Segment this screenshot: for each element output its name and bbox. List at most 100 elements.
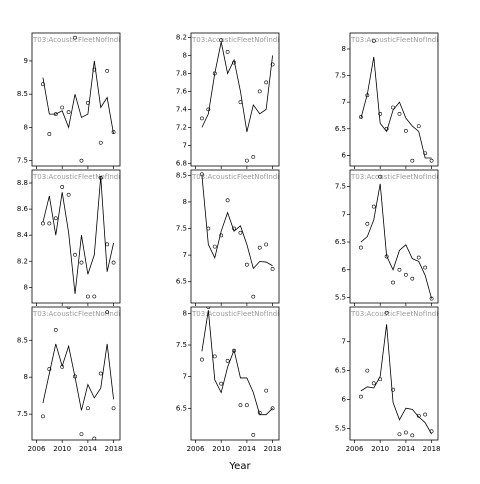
y-tick-label: 7 <box>183 251 187 259</box>
point <box>429 158 434 163</box>
point <box>212 354 217 359</box>
point <box>105 69 110 73</box>
point <box>206 107 211 112</box>
plot-area: T03:AcousticFleetNofIndiv <box>32 35 124 163</box>
line <box>360 324 432 435</box>
y-tick-label: 7 <box>183 141 187 149</box>
point <box>47 367 52 371</box>
point <box>212 71 217 76</box>
point <box>60 105 65 110</box>
point <box>238 230 243 235</box>
panel-title: T03:AcousticFleetNofIndiv <box>191 310 283 318</box>
y-tick-label: 6 <box>342 151 347 159</box>
point <box>66 192 71 197</box>
point <box>219 38 224 43</box>
line <box>201 310 273 416</box>
point <box>238 100 243 105</box>
point <box>60 364 65 369</box>
point <box>251 433 256 437</box>
point <box>47 132 52 136</box>
line <box>42 176 114 294</box>
line <box>360 183 432 299</box>
point <box>206 307 211 309</box>
point <box>378 174 383 179</box>
panel-title: T03:AcousticFleetNofIndiv <box>191 36 283 44</box>
point <box>73 252 77 257</box>
point <box>41 414 45 419</box>
point <box>232 226 236 231</box>
point <box>251 155 256 159</box>
point <box>98 140 103 145</box>
point <box>41 221 45 226</box>
point <box>41 82 45 87</box>
point <box>219 381 224 386</box>
point <box>111 260 116 265</box>
point <box>384 126 389 131</box>
point <box>423 412 428 417</box>
x-tick-label: 2018 <box>264 445 282 453</box>
panel-frame <box>190 32 280 167</box>
x-tick-label: 2006 <box>28 445 46 453</box>
panel-title: T03:AcousticFleetNofIndiv <box>32 36 124 44</box>
point <box>244 262 249 267</box>
y-tick-label: 8.2 <box>17 257 28 265</box>
y-tick-label: 8.6 <box>17 205 29 213</box>
point <box>410 433 415 438</box>
point <box>429 429 434 434</box>
point <box>257 410 262 415</box>
point <box>47 221 52 226</box>
x-axis-label: Year <box>228 461 251 472</box>
point <box>403 128 408 133</box>
y-tick-label: 8 <box>24 123 28 131</box>
y-tick-label: 7 <box>342 210 346 218</box>
point <box>257 89 262 94</box>
point <box>429 296 434 301</box>
y-tick-label: 6.5 <box>335 238 346 246</box>
point <box>200 116 204 121</box>
y-tick-label: 6.5 <box>176 278 187 286</box>
point <box>410 158 415 163</box>
point <box>270 267 275 271</box>
plot-area: T03:AcousticFleetNofIndiv <box>191 36 283 163</box>
y-tick-label: 8 <box>183 51 187 59</box>
point <box>73 374 77 379</box>
y-tick-label: 9 <box>24 57 28 65</box>
point <box>85 100 90 105</box>
line <box>201 175 273 270</box>
point <box>232 348 236 353</box>
y-tick-label: 6.5 <box>176 404 187 412</box>
point <box>416 413 421 418</box>
y-tick-label: 7 <box>183 373 187 381</box>
point <box>53 328 58 332</box>
point <box>225 358 230 363</box>
panel-frame <box>31 169 121 304</box>
y-tick-label: 8.2 <box>176 33 187 41</box>
point <box>378 377 383 382</box>
point <box>270 62 275 67</box>
point <box>111 406 116 411</box>
x-tick-label: 2018 <box>423 445 441 453</box>
point <box>371 381 376 386</box>
point <box>397 432 402 437</box>
y-tick-label: 8 <box>24 373 28 381</box>
point <box>212 244 217 249</box>
y-tick-label: 7.5 <box>17 157 28 165</box>
point <box>423 265 428 270</box>
point <box>371 204 376 209</box>
point <box>66 307 71 309</box>
x-tick-label: 2010 <box>371 445 389 453</box>
point <box>264 388 269 393</box>
y-tick-label: 7.5 <box>17 410 28 418</box>
point <box>206 226 211 231</box>
y-tick-label: 8.8 <box>17 179 28 187</box>
plot-area: T03:AcousticFleetNofIndiv <box>191 307 283 437</box>
panel-frame <box>349 306 439 441</box>
panel-title: T03:AcousticFleetNofIndiv <box>191 173 283 181</box>
point <box>391 105 395 110</box>
panel-frame <box>31 306 121 441</box>
y-tick-label: 6 <box>342 396 347 404</box>
x-tick-label: 2018 <box>105 445 123 453</box>
y-tick-label: 7.4 <box>176 105 188 113</box>
point <box>53 216 58 221</box>
